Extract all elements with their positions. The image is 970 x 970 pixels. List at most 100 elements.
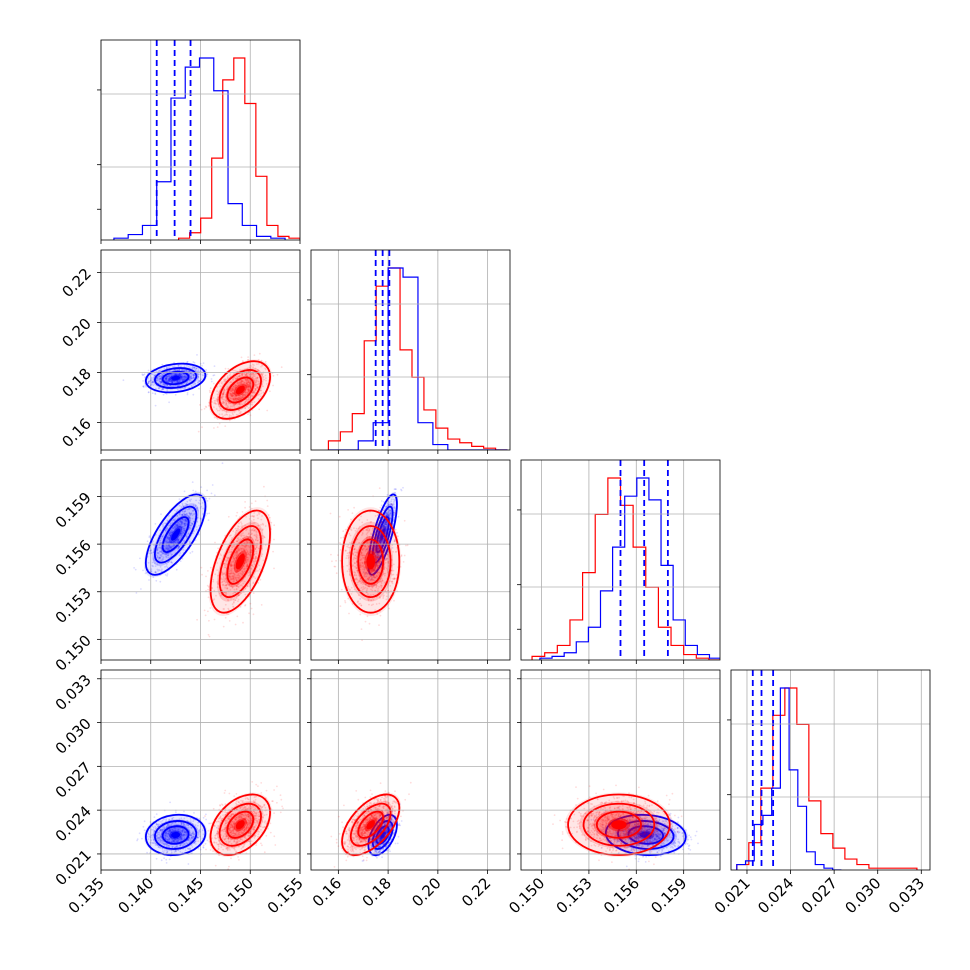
x-tick-label: 0.150 <box>505 874 548 917</box>
contour-red <box>349 525 392 599</box>
density-peak-red <box>366 553 376 570</box>
y-tick-label: 0.16 <box>58 415 94 451</box>
panel-frame <box>520 669 721 871</box>
contour-red <box>218 802 262 847</box>
panel-0-0 <box>97 39 301 244</box>
panel-frame <box>310 669 511 871</box>
histogram-red-3 <box>736 687 918 870</box>
contour-red <box>226 810 255 839</box>
x-tick-label: 0.140 <box>114 874 157 917</box>
contour-blue <box>144 362 207 394</box>
panel-1-1 <box>307 249 511 454</box>
histogram-red-0 <box>178 57 300 240</box>
density-peak-red <box>235 553 245 570</box>
contour-blue <box>154 820 198 850</box>
y-tick-label: 0.156 <box>52 536 95 579</box>
y-tick-label: 0.150 <box>52 631 95 674</box>
y-tick-label: 0.153 <box>52 584 95 627</box>
x-tick-label: 0.150 <box>214 874 257 917</box>
contour-red <box>218 525 262 599</box>
contour-blue <box>161 825 190 845</box>
y-tick-label: 0.22 <box>58 265 94 301</box>
contour-blue <box>375 516 390 553</box>
contour-red <box>582 802 656 847</box>
contour-red <box>209 509 271 614</box>
corner-panels: 0.160.180.200.220.1500.1530.1560.1590.02… <box>52 39 931 917</box>
contour-blue <box>617 820 675 850</box>
panel-2-2 <box>517 459 721 664</box>
contour-blue <box>161 516 190 553</box>
panel-frame <box>310 459 511 661</box>
contour-red <box>341 509 401 614</box>
panel-3-2: 0.150 0.153 0.156 0.159 <box>505 669 721 917</box>
contour-red <box>349 802 392 847</box>
x-tick-label: 0.030 <box>841 874 884 917</box>
contour-red <box>357 538 385 585</box>
contour-blue <box>144 813 207 857</box>
histogram-blue-2 <box>539 477 720 660</box>
histogram-red-2 <box>531 477 720 660</box>
contour-red <box>226 376 255 404</box>
contour-blue <box>144 493 207 576</box>
panel-frame <box>310 249 511 451</box>
y-tick-label: 0.030 <box>52 715 95 758</box>
contour-red <box>595 810 642 839</box>
density-peak-blue <box>171 375 181 381</box>
contour-red <box>226 538 255 585</box>
x-tick-label: 0.024 <box>754 874 797 917</box>
contour-blue <box>367 813 398 857</box>
x-tick-label: 0.16 <box>309 874 345 910</box>
x-tick-label: 0.033 <box>885 874 928 917</box>
contour-red <box>209 360 271 420</box>
panel-3-3: 0.021 0.024 0.027 0.030 0.033 <box>711 669 931 917</box>
y-tick-label: 0.024 <box>52 802 95 845</box>
contour-blue <box>367 493 398 576</box>
x-tick-label: 0.22 <box>458 874 494 910</box>
contour-blue <box>161 370 190 386</box>
panel-frame <box>100 39 301 241</box>
contour-red <box>357 810 385 839</box>
x-tick-label: 0.153 <box>553 874 596 917</box>
panel-frame <box>100 249 301 451</box>
panel-frame <box>100 459 301 661</box>
contour-blue <box>627 825 665 845</box>
y-tick-label: 0.20 <box>58 315 94 351</box>
y-tick-label: 0.159 <box>52 489 95 532</box>
density-peak-red <box>235 820 245 830</box>
panel-frame <box>730 669 931 871</box>
x-tick-label: 0.027 <box>798 874 841 917</box>
x-tick-label: 0.155 <box>264 874 307 917</box>
x-tick-label: 0.021 <box>711 874 754 917</box>
panel-2-1 <box>307 459 511 664</box>
density-peak-red <box>235 385 245 395</box>
y-tick-label: 0.033 <box>52 671 95 714</box>
contour-red <box>567 793 671 856</box>
panel-frame <box>100 669 301 871</box>
contour-blue <box>154 505 198 564</box>
panel-3-1: 0.16 0.18 0.20 0.22 <box>307 669 511 910</box>
histogram-blue-3 <box>736 687 842 870</box>
density-peak-blue <box>171 831 181 839</box>
histogram-blue-1 <box>328 267 508 450</box>
contour-blue <box>604 813 687 857</box>
y-tick-label: 0.027 <box>52 758 95 801</box>
contour-red <box>209 793 271 856</box>
panel-1-0: 0.16 0.18 0.20 0.22 <box>58 249 301 454</box>
x-tick-label: 0.159 <box>647 874 690 917</box>
y-tick-label: 0.18 <box>58 365 94 401</box>
contour-red <box>218 369 262 411</box>
x-tick-label: 0.156 <box>600 874 643 917</box>
density-peak-red <box>611 820 627 830</box>
x-tick-label: 0.18 <box>359 874 395 910</box>
x-tick-label: 0.145 <box>164 874 207 917</box>
x-tick-label: 0.20 <box>408 874 444 910</box>
density-peak-blue <box>171 528 181 541</box>
scatter-red <box>197 352 283 433</box>
contour-blue <box>154 367 198 389</box>
contour-red <box>341 793 401 856</box>
histogram-blue-0 <box>113 57 286 240</box>
density-peak-red <box>366 820 376 830</box>
